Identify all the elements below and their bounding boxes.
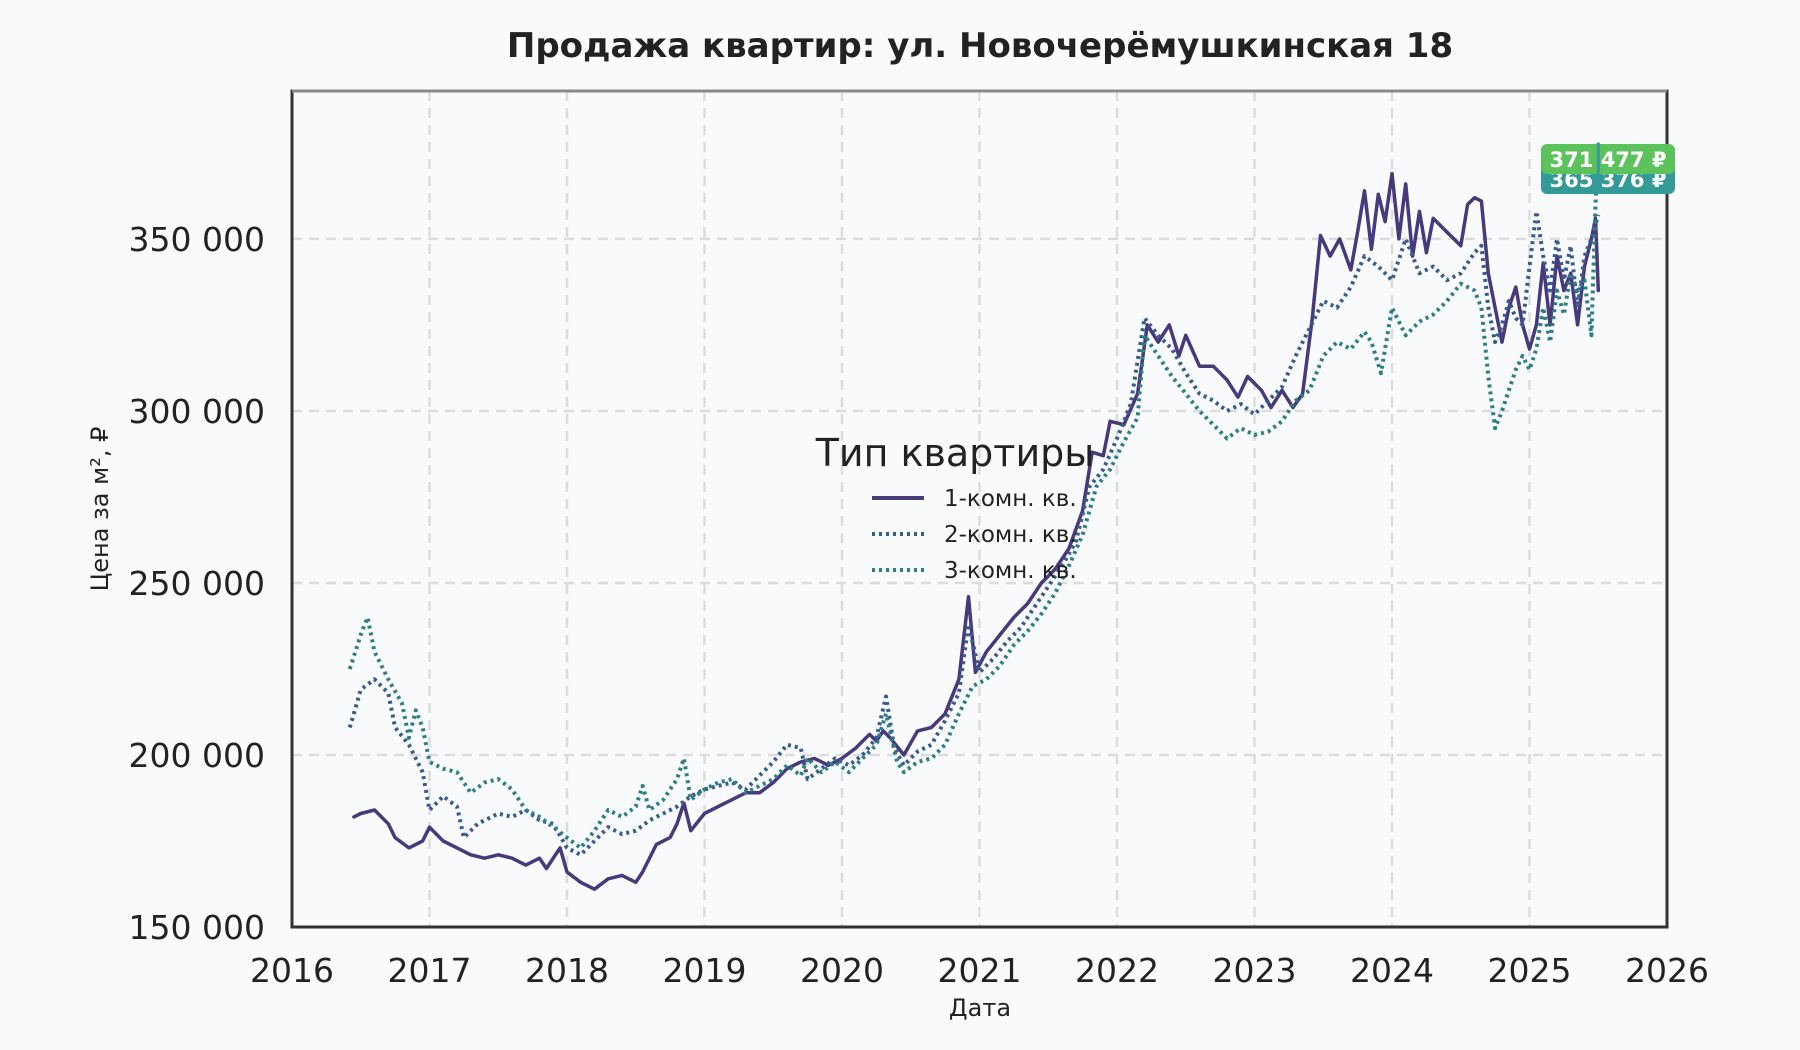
series-line-1 [352, 171, 1601, 891]
x-tick-label-8: 2024 [1350, 951, 1434, 990]
y-axis-label: Цена за м², ₽ [86, 427, 114, 592]
y-ticks: 150 000 200 000 250 000 300 000 350 000 [129, 220, 265, 947]
legend-label-3: 3-комн. кв. [944, 558, 1077, 584]
x-tick-label-9: 2025 [1488, 951, 1572, 990]
y-tick-label-3: 300 000 [129, 392, 265, 431]
y-tick-label-4: 350 000 [129, 220, 265, 259]
x-tick-label-1: 2017 [388, 951, 472, 990]
y-tick-label-0: 150 000 [129, 908, 265, 947]
x-ticks: 2016 2017 2018 2019 2020 2021 2022 2023 2024 2025… [250, 951, 1709, 990]
end-label-badge-1 [1541, 144, 1675, 174]
end-labels: 365 376 ₽371 477 ₽ [1541, 142, 1675, 194]
legend-items: 1-комн. кв. 2-комн. кв. 3-комн. кв. [872, 486, 1077, 584]
chart-title: Продажа квартир: ул. Новочерёмушкинская … [507, 26, 1453, 66]
y-tick-label-1: 200 000 [129, 736, 265, 775]
series-line-2 [347, 209, 1601, 857]
x-tick-label-6: 2022 [1075, 951, 1159, 990]
legend-label-1: 1-комн. кв. [944, 486, 1077, 512]
x-tick-label-5: 2021 [938, 951, 1022, 990]
end-label-text-1: 371 477 ₽ [1550, 148, 1667, 172]
series-line-3 [347, 142, 1601, 850]
legend: Тип квартиры 1-комн. кв. 2-комн. кв. 3-ком… [815, 431, 1095, 584]
x-tick-label-7: 2023 [1213, 951, 1297, 990]
x-tick-label-2: 2018 [525, 951, 609, 990]
y-tick-label-2: 250 000 [129, 564, 265, 603]
x-axis-label: Дата [949, 994, 1011, 1022]
legend-label-2: 2-комн. кв. [944, 522, 1077, 548]
series-group [347, 142, 1601, 891]
x-tick-label-0: 2016 [250, 951, 334, 990]
x-tick-label-10: 2026 [1625, 951, 1709, 990]
legend-title: Тип квартиры [815, 431, 1095, 475]
x-tick-label-4: 2020 [800, 951, 884, 990]
x-tick-label-3: 2019 [663, 951, 747, 990]
